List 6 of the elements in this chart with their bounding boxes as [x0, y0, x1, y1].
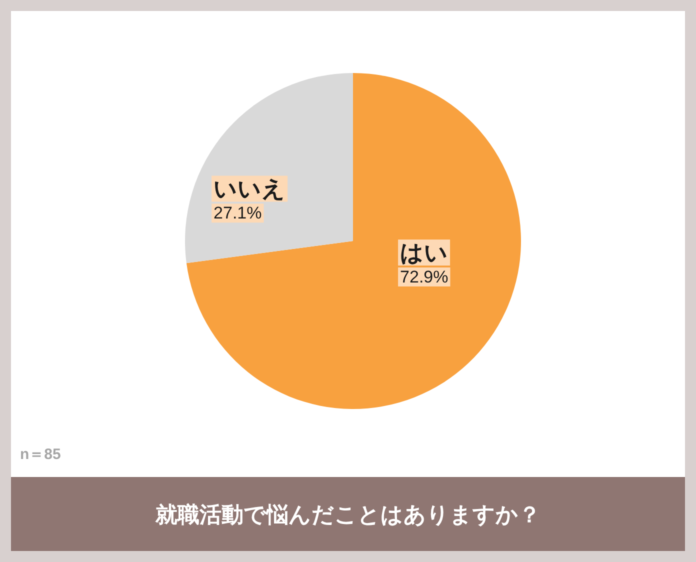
data-label: 27.1% [214, 204, 262, 223]
data-label: 72.9% [400, 267, 448, 286]
text: n＝85 [20, 446, 61, 463]
slice-label: はい [400, 240, 448, 266]
text: 就職活動で悩んだことはありますか？ [154, 502, 540, 527]
slice-label: いいえ [214, 176, 286, 202]
